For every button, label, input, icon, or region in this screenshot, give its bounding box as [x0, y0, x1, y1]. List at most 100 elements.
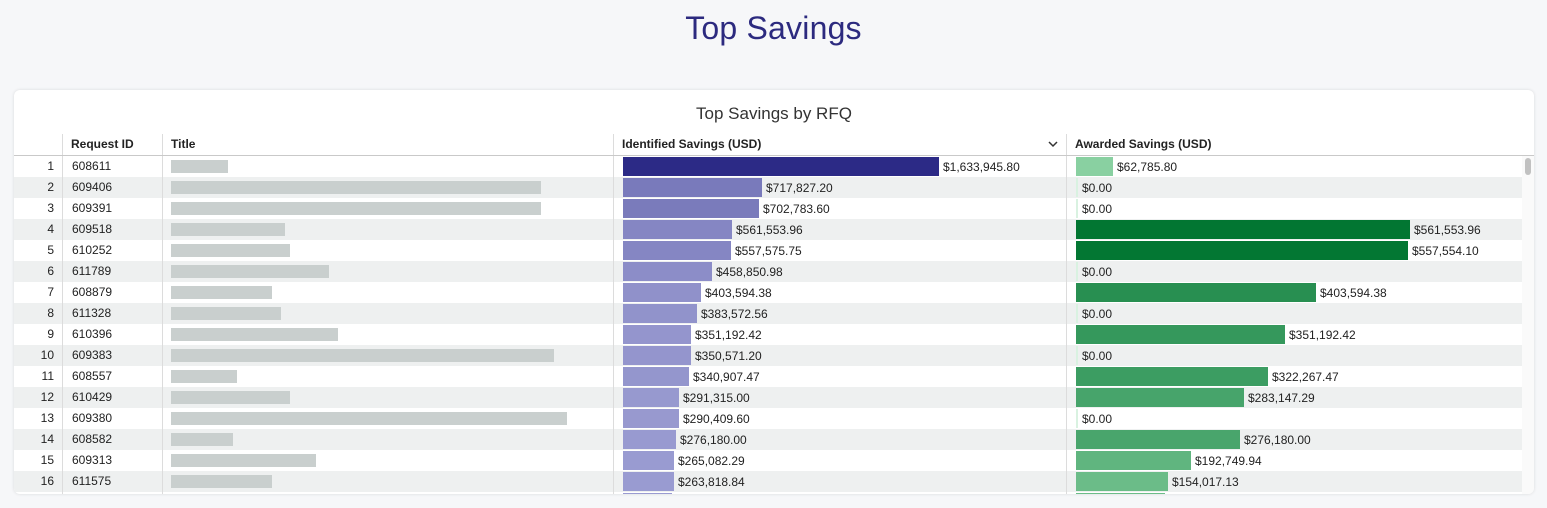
- row-number: 3: [47, 201, 54, 215]
- table-row[interactable]: 8 611328 $383,572.56 $0.00: [14, 303, 1522, 324]
- title-cell[interactable]: [162, 366, 614, 387]
- awarded-savings-cell[interactable]: $192,749.94: [1066, 450, 1522, 471]
- awarded-savings-cell[interactable]: $0.00: [1066, 345, 1522, 366]
- identified-savings-cell[interactable]: $351,192.42: [613, 324, 1066, 345]
- request-id-cell[interactable]: 610429: [62, 387, 162, 408]
- awarded-savings-value: $283,147.29: [1248, 391, 1315, 405]
- table-row[interactable]: 9 610396 $351,192.42 $351,192.42: [14, 324, 1522, 345]
- table-row[interactable]: 13 609380 $290,409.60 $0.00: [14, 408, 1522, 429]
- awarded-savings-cell[interactable]: $276,180.00: [1066, 429, 1522, 450]
- awarded-savings-cell[interactable]: $403,594.38: [1066, 282, 1522, 303]
- request-id-cell[interactable]: 608879: [62, 282, 162, 303]
- request-id-cell[interactable]: [62, 492, 162, 494]
- table-row[interactable]: 14 608582 $276,180.00 $276,180.00: [14, 429, 1522, 450]
- request-id-cell[interactable]: 609383: [62, 345, 162, 366]
- title-cell[interactable]: [162, 156, 614, 177]
- identified-savings-cell[interactable]: $403,594.38: [613, 282, 1066, 303]
- table-row[interactable]: 4 609518 $561,553.96 $561,553.96: [14, 219, 1522, 240]
- awarded-savings-header[interactable]: Awarded Savings (USD): [1066, 134, 1522, 155]
- scrollbar-thumb[interactable]: [1525, 158, 1531, 175]
- title-cell[interactable]: [162, 471, 614, 492]
- awarded-savings-cell[interactable]: $557,554.10: [1066, 240, 1522, 261]
- identified-savings-cell[interactable]: [613, 492, 1066, 494]
- request-id-cell[interactable]: 610252: [62, 240, 162, 261]
- awarded-savings-cell[interactable]: $0.00: [1066, 198, 1522, 219]
- identified-savings-value: $561,553.96: [736, 223, 803, 237]
- request-id-cell[interactable]: 609391: [62, 198, 162, 219]
- table-row[interactable]: 1 608611 $1,633,945.80 $62,785.80: [14, 156, 1522, 177]
- awarded-savings-cell[interactable]: $561,553.96: [1066, 219, 1522, 240]
- identified-savings-cell[interactable]: $557,575.75: [613, 240, 1066, 261]
- request-id-cell[interactable]: 611575: [62, 471, 162, 492]
- vertical-scrollbar[interactable]: [1522, 156, 1534, 494]
- title-cell[interactable]: [162, 387, 614, 408]
- title-cell[interactable]: [162, 303, 614, 324]
- identified-savings-cell[interactable]: $458,850.98: [613, 261, 1066, 282]
- identified-savings-bar: [623, 472, 674, 491]
- table-row[interactable]: 16 611575 $263,818.84 $154,017.13: [14, 471, 1522, 492]
- title-cell[interactable]: [162, 429, 614, 450]
- table-row[interactable]: 12 610429 $291,315.00 $283,147.29: [14, 387, 1522, 408]
- identified-savings-cell[interactable]: $350,571.20: [613, 345, 1066, 366]
- request-id-cell[interactable]: 609406: [62, 177, 162, 198]
- table-row[interactable]: 10 609383 $350,571.20 $0.00: [14, 345, 1522, 366]
- title-cell[interactable]: [162, 240, 614, 261]
- identified-savings-cell[interactable]: $340,907.47: [613, 366, 1066, 387]
- identified-savings-cell[interactable]: $717,827.20: [613, 177, 1066, 198]
- title-header[interactable]: Title: [162, 134, 613, 155]
- identified-savings-value: $290,409.60: [683, 412, 750, 426]
- request-id-header[interactable]: Request ID: [62, 134, 162, 155]
- title-cell[interactable]: [162, 345, 614, 366]
- table-row[interactable]: 6 611789 $458,850.98 $0.00: [14, 261, 1522, 282]
- identified-savings-cell[interactable]: $290,409.60: [613, 408, 1066, 429]
- title-cell[interactable]: [162, 219, 614, 240]
- request-id-cell[interactable]: 608557: [62, 366, 162, 387]
- identified-savings-cell[interactable]: $1,633,945.80: [613, 156, 1066, 177]
- identified-savings-cell[interactable]: $291,315.00: [613, 387, 1066, 408]
- table-row[interactable]: 2 609406 $717,827.20 $0.00: [14, 177, 1522, 198]
- table-row[interactable]: 5 610252 $557,575.75 $557,554.10: [14, 240, 1522, 261]
- awarded-savings-cell[interactable]: $0.00: [1066, 408, 1522, 429]
- request-id-cell[interactable]: 610396: [62, 324, 162, 345]
- identified-savings-cell[interactable]: $561,553.96: [613, 219, 1066, 240]
- title-cell[interactable]: [162, 261, 614, 282]
- awarded-savings-cell[interactable]: $154,017.13: [1066, 471, 1522, 492]
- title-cell[interactable]: [162, 408, 614, 429]
- awarded-savings-cell[interactable]: $322,267.47: [1066, 366, 1522, 387]
- identified-savings-cell[interactable]: $265,082.29: [613, 450, 1066, 471]
- identified-savings-cell[interactable]: $702,783.60: [613, 198, 1066, 219]
- chevron-down-icon[interactable]: [1048, 134, 1058, 160]
- request-id-cell[interactable]: 609518: [62, 219, 162, 240]
- identified-savings-cell[interactable]: $383,572.56: [613, 303, 1066, 324]
- awarded-savings-cell[interactable]: $283,147.29: [1066, 387, 1522, 408]
- title-cell[interactable]: [162, 324, 614, 345]
- title-cell[interactable]: [162, 282, 614, 303]
- title-cell[interactable]: [162, 492, 614, 494]
- awarded-savings-cell[interactable]: [1066, 492, 1522, 494]
- row-number: 2: [47, 180, 54, 194]
- title-cell[interactable]: [162, 177, 614, 198]
- title-cell[interactable]: [162, 198, 614, 219]
- request-id-cell[interactable]: 608582: [62, 429, 162, 450]
- identified-savings-cell[interactable]: $263,818.84: [613, 471, 1066, 492]
- table-row[interactable]: 11 608557 $340,907.47 $322,267.47: [14, 366, 1522, 387]
- identified-savings-cell[interactable]: $276,180.00: [613, 429, 1066, 450]
- table-row[interactable]: 17: [14, 492, 1522, 494]
- identified-savings-bar: [623, 157, 939, 176]
- identified-savings-header[interactable]: Identified Savings (USD): [613, 134, 1066, 155]
- awarded-savings-cell[interactable]: $351,192.42: [1066, 324, 1522, 345]
- table-row[interactable]: 3 609391 $702,783.60 $0.00: [14, 198, 1522, 219]
- request-id-cell[interactable]: 611328: [62, 303, 162, 324]
- request-id-cell[interactable]: 608611: [62, 156, 162, 177]
- awarded-savings-cell[interactable]: $0.00: [1066, 261, 1522, 282]
- request-id-cell[interactable]: 609380: [62, 408, 162, 429]
- table-body[interactable]: 1 608611 $1,633,945.80 $62,785.80 2 609406 $71…: [14, 156, 1522, 494]
- request-id-cell[interactable]: 611789: [62, 261, 162, 282]
- awarded-savings-cell[interactable]: $62,785.80: [1066, 156, 1522, 177]
- title-cell[interactable]: [162, 450, 614, 471]
- table-row[interactable]: 7 608879 $403,594.38 $403,594.38: [14, 282, 1522, 303]
- table-row[interactable]: 15 609313 $265,082.29 $192,749.94: [14, 450, 1522, 471]
- awarded-savings-cell[interactable]: $0.00: [1066, 177, 1522, 198]
- awarded-savings-cell[interactable]: $0.00: [1066, 303, 1522, 324]
- request-id-cell[interactable]: 609313: [62, 450, 162, 471]
